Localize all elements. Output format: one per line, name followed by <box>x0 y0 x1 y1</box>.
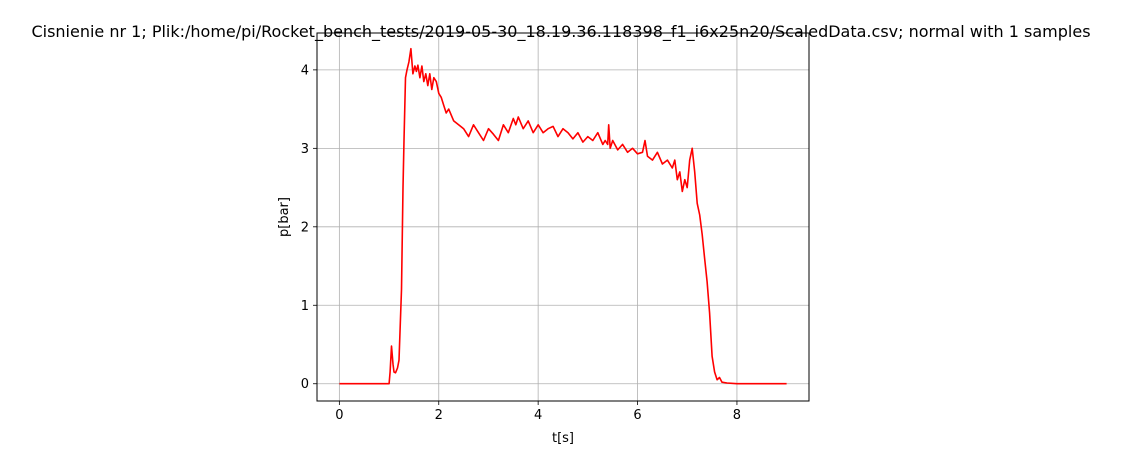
x-tick-label: 4 <box>534 408 542 423</box>
chart-title: Cisnienie nr 1; Plik:/home/pi/Rocket_ben… <box>31 22 1090 42</box>
y-tick-label: 0 <box>301 377 309 392</box>
x-tick-label: 8 <box>733 408 741 423</box>
plot-frame <box>316 32 810 402</box>
series-layer <box>339 47 787 385</box>
y-axis-ticks: 0 1 2 3 4 <box>301 63 317 392</box>
y-tick-label: 4 <box>301 63 309 78</box>
x-tick-label: 0 <box>335 408 343 423</box>
x-tick-label: 6 <box>633 408 641 423</box>
y-tick-label: 3 <box>301 142 309 157</box>
y-axis-label: p[bar] <box>277 197 292 237</box>
x-axis-label: t[s] <box>552 431 574 446</box>
series-line <box>339 47 787 385</box>
x-axis-ticks: 0 2 4 6 8 <box>335 401 741 423</box>
x-tick-label: 2 <box>435 408 443 423</box>
y-tick-label: 2 <box>301 220 309 235</box>
y-tick-label: 1 <box>301 299 309 314</box>
